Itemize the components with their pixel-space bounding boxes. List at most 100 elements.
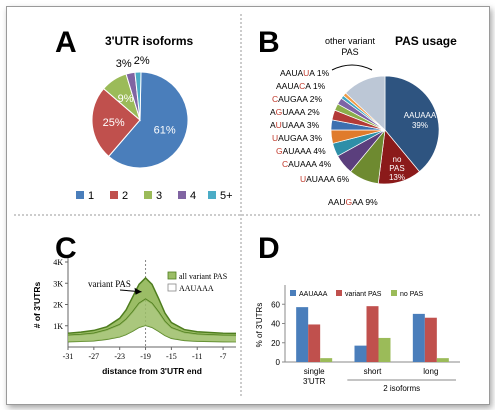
label-pct: 3% [307, 133, 322, 143]
d-bar [354, 345, 367, 362]
pie-b-outer-label: AAUGAA 9% [328, 197, 378, 207]
pie-b-outer-label: UAUAAA 6% [300, 174, 350, 184]
label-pct: 1% [311, 81, 326, 91]
pie-b-inner-line: no [393, 155, 402, 164]
pie-a-label: 9% [118, 93, 134, 105]
pie-b-outer-label: UAUGAA 3% [272, 133, 323, 143]
pie-b-outer-label: AAUACA 1% [276, 81, 326, 91]
legend-a-swatch [110, 191, 118, 199]
pie-a-label: 2% [134, 55, 150, 67]
d-bar [296, 307, 309, 362]
d-group-label: 2 isoforms [383, 384, 420, 393]
panel-letter-d: D [258, 232, 280, 265]
c-y-tick-label: 1K [53, 322, 63, 331]
pie-a-slice-2 [91, 87, 141, 158]
label-highlight: C [299, 81, 305, 91]
pie-a-slice-5plus [134, 71, 142, 121]
d-bar [378, 337, 391, 362]
d-y-tick-label: 40 [271, 320, 280, 329]
panel-c: 1K 2K 3K 4K -31 -27 -23 -19 -15 -11 -7 variant PAS a… [32, 258, 237, 376]
pie-b-slice [345, 75, 386, 131]
panel-a: 3'UTR isoforms 61% 25% 9% 3% 2% 1 2 3 4 5+ [76, 34, 233, 202]
label-pct: 4% [311, 146, 326, 156]
d-x-tick-line: short [364, 367, 383, 376]
d-legend-label: no PAS [400, 291, 424, 298]
c-y-tick-label: 3K [53, 279, 63, 288]
d-bar [320, 358, 333, 362]
other-variant-label: other variant PAS [325, 36, 376, 57]
d-legend-label: variant PAS [345, 291, 382, 298]
legend-a-swatch [208, 191, 216, 199]
c-y-tick-label: 4K [53, 258, 63, 267]
label-part: AUGAA [278, 94, 308, 104]
label-part: AAU [328, 197, 345, 207]
label-highlight: G [345, 197, 352, 207]
label-pct: 2% [305, 107, 320, 117]
d-legend-swatch [290, 290, 296, 296]
label-pct: 6% [335, 174, 350, 184]
pie-b-outer-label: CAUGAA 2% [272, 94, 323, 104]
other-variant-bracket [331, 64, 373, 71]
c-x-tick-label: -27 [89, 352, 100, 361]
d-legend-label: AAUAAA [299, 291, 328, 298]
d-x-tick-label: long [423, 367, 438, 376]
legend-a-label: 3 [156, 190, 162, 202]
pie-b-inner-line: 39% [412, 121, 428, 130]
label-part: AAUA [276, 81, 299, 91]
legend-a-label: 4 [190, 190, 196, 202]
pie-a-label: 3% [116, 58, 132, 70]
label-part: AUAAA [306, 174, 335, 184]
d-y-tick-label: 0 [276, 358, 281, 367]
c-legend-label: AAUAAA [179, 284, 214, 293]
c-annotation: variant PAS [88, 279, 131, 289]
legend-a-label: 1 [88, 190, 94, 202]
label-highlight: U [303, 68, 309, 78]
c-x-axis-label: distance from 3'UTR end [102, 366, 202, 376]
c-legend-swatch-variant [167, 271, 177, 280]
label-part: A [270, 120, 276, 130]
label-pct: 3% [305, 120, 320, 130]
label-highlight: C [272, 94, 278, 104]
d-y-axis-label: % of 3'UTRs [255, 303, 264, 348]
label-part: A [309, 68, 315, 78]
legend-a-label: 5+ [220, 190, 233, 202]
legend-a-swatch [76, 191, 84, 199]
pie-b-slice [384, 75, 440, 173]
d-bar [308, 324, 321, 362]
label-pct: 9% [363, 197, 378, 207]
other-variant-line: other variant [325, 36, 376, 46]
d-y-tick-label: 20 [271, 339, 280, 348]
panel-letter-c: C [55, 232, 77, 265]
pie-chart-a: 61% 25% 9% 3% 2% [91, 55, 189, 169]
pie-b-inner-line: PAS [389, 164, 404, 173]
label-part: AUAAA [283, 146, 312, 156]
d-bar [436, 358, 449, 362]
c-x-tick-label: -7 [220, 352, 227, 361]
d-x-tick-line: long [423, 367, 438, 376]
panel-b-title: PAS usage [395, 34, 457, 48]
c-area-variant [68, 277, 236, 336]
label-pct: 4% [317, 159, 332, 169]
pie-a-slice-1 [107, 71, 189, 169]
c-x-tick-label: -15 [166, 352, 177, 361]
d-bar [366, 306, 379, 362]
d-x-tick-label: short [364, 367, 383, 376]
c-x-tick-label: -31 [63, 352, 74, 361]
pie-b-inner-line: AAUAAA [404, 111, 437, 120]
c-x-tick-label: -11 [192, 352, 202, 361]
label-part: A [305, 81, 311, 91]
pie-b-outer-label: AUUAAA 3% [270, 120, 320, 130]
c-x-tick-label: -23 [114, 352, 125, 361]
c-area-aauaaa [68, 299, 236, 342]
legend-a-swatch [144, 191, 152, 199]
label-part: A [270, 107, 276, 117]
d-y-tick-label: 60 [271, 300, 280, 309]
pie-a-label: 25% [103, 117, 125, 129]
c-x-tick-label: -19 [140, 352, 151, 361]
label-highlight: C [282, 159, 288, 169]
other-variant-line: PAS [341, 47, 358, 57]
pie-b-outer-label: AGUAAA 2% [270, 107, 320, 117]
c-y-tick-label: 2K [53, 301, 63, 310]
d-x-tick-line: 3'UTR [303, 377, 326, 386]
